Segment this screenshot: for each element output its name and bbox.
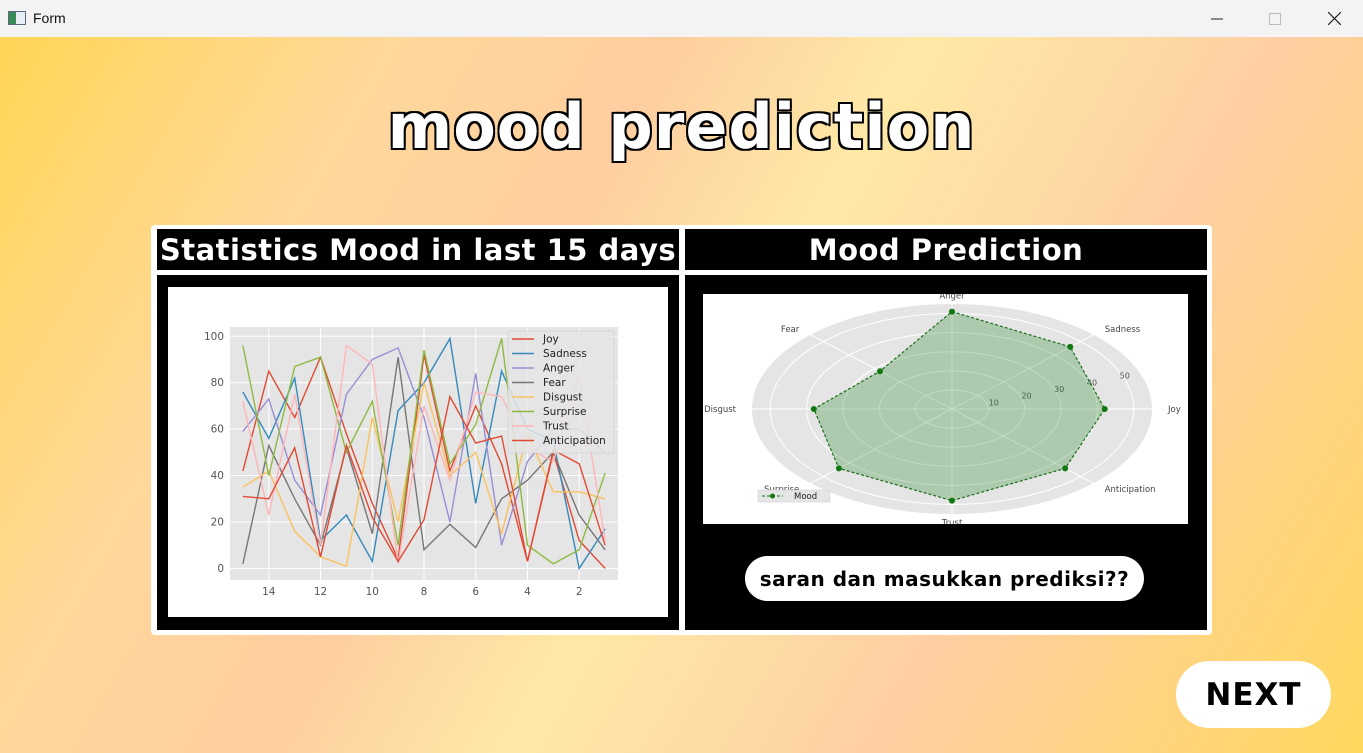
maximize-icon (1269, 12, 1281, 25)
radar-spoke (951, 408, 1094, 484)
x-tick-label: 10 (366, 586, 379, 598)
mood-statistics-chart: 0 20 40 60 80 100 14 12 10 8 6 4 2 Joy Sadness Anger Fea… (168, 287, 668, 617)
radar-tick-label: 10 (989, 398, 999, 407)
radar-point (1067, 343, 1074, 350)
y-tick-label: 100 (204, 331, 224, 343)
legend-box (507, 330, 615, 454)
window-titlebar: Form (0, 0, 1363, 37)
series-line-fear (242, 357, 606, 564)
radar-tick-label: 20 (1021, 392, 1031, 401)
radar-tick-label: 50 (1120, 372, 1130, 381)
radar-point (949, 308, 955, 315)
x-tick-label: 6 (472, 586, 479, 598)
radar-point (1062, 465, 1069, 472)
x-tick-label: 2 (576, 586, 583, 598)
radar-point (1101, 406, 1108, 412)
radar-axis-label: Joy (1167, 405, 1181, 415)
maximize-button[interactable] (1246, 0, 1304, 37)
legend-label: Surprise (543, 406, 586, 418)
minimize-icon (1211, 18, 1223, 19)
app-window-icon (8, 11, 26, 25)
legend-label: Anticipation (543, 435, 606, 447)
series-line-trust (242, 344, 606, 564)
legend-label: Fear (543, 377, 566, 389)
legend-label: Trust (542, 421, 568, 433)
legend-label: Sadness (543, 348, 587, 360)
radar-legend-marker (770, 493, 775, 499)
main-area: mood prediction Statistics Mood in last … (0, 37, 1363, 753)
minimize-button[interactable] (1188, 0, 1246, 37)
radar-series-area (813, 310, 1106, 502)
radar-axis-label: Fear (781, 325, 800, 335)
radar-axis-label: Trust (941, 518, 963, 524)
y-tick-label: 80 (211, 377, 224, 389)
radar-legend-box (757, 489, 831, 503)
y-tick-label: 0 (217, 563, 224, 575)
radar-chart-svg: 10 20 30 40 50 Anger Sadness Joy Anticipation Tru… (704, 292, 1181, 529)
y-tick-label: 20 (211, 516, 224, 528)
line-chart-svg: 0 20 40 60 80 100 14 12 10 8 6 4 2 Joy Sadness Anger Fea… (204, 327, 618, 598)
mood-radar-chart: 10 20 30 40 50 Anger Sadness Joy Anticipation Tru… (703, 292, 1188, 529)
next-button[interactable]: NEXT (1176, 661, 1331, 728)
radar-tick-label: 40 (1087, 378, 1097, 387)
radar-point (949, 497, 955, 504)
radar-spoke (810, 408, 953, 484)
close-button[interactable] (1305, 0, 1363, 37)
radar-point (810, 406, 817, 412)
app-title: mood prediction (386, 89, 976, 165)
series-line-anticipation (242, 394, 606, 563)
x-tick-label: 8 (421, 586, 428, 598)
statistics-panel-header: Statistics Mood in last 15 days (157, 229, 679, 270)
y-tick-label: 60 (211, 424, 224, 436)
radar-axis-label: Disgust (704, 405, 737, 415)
series-line-surprise (242, 338, 606, 565)
series-line-disgust (242, 382, 606, 568)
x-tick-label: 4 (524, 586, 531, 598)
radar-point (835, 465, 842, 472)
prediction-panel-header: Mood Prediction (685, 229, 1207, 270)
radar-point (877, 368, 884, 375)
x-tick-label: 12 (314, 586, 327, 598)
radar-axis-label: Anticipation (1105, 485, 1156, 495)
radar-axis-label: Sadness (1105, 325, 1141, 335)
y-tick-label: 40 (211, 470, 224, 482)
close-icon (1327, 12, 1341, 25)
x-tick-label: 14 (262, 586, 276, 598)
suggestion-button[interactable]: saran dan masukkan prediksi?? (745, 556, 1144, 601)
legend-label: Disgust (543, 392, 582, 404)
window-title: Form (33, 10, 66, 26)
legend-label: Anger (543, 363, 575, 375)
legend-label: Joy (542, 334, 559, 346)
radar-legend-label: Mood (794, 492, 817, 502)
radar-axis-label: Anger (939, 294, 965, 302)
radar-tick-label: 30 (1054, 385, 1064, 394)
